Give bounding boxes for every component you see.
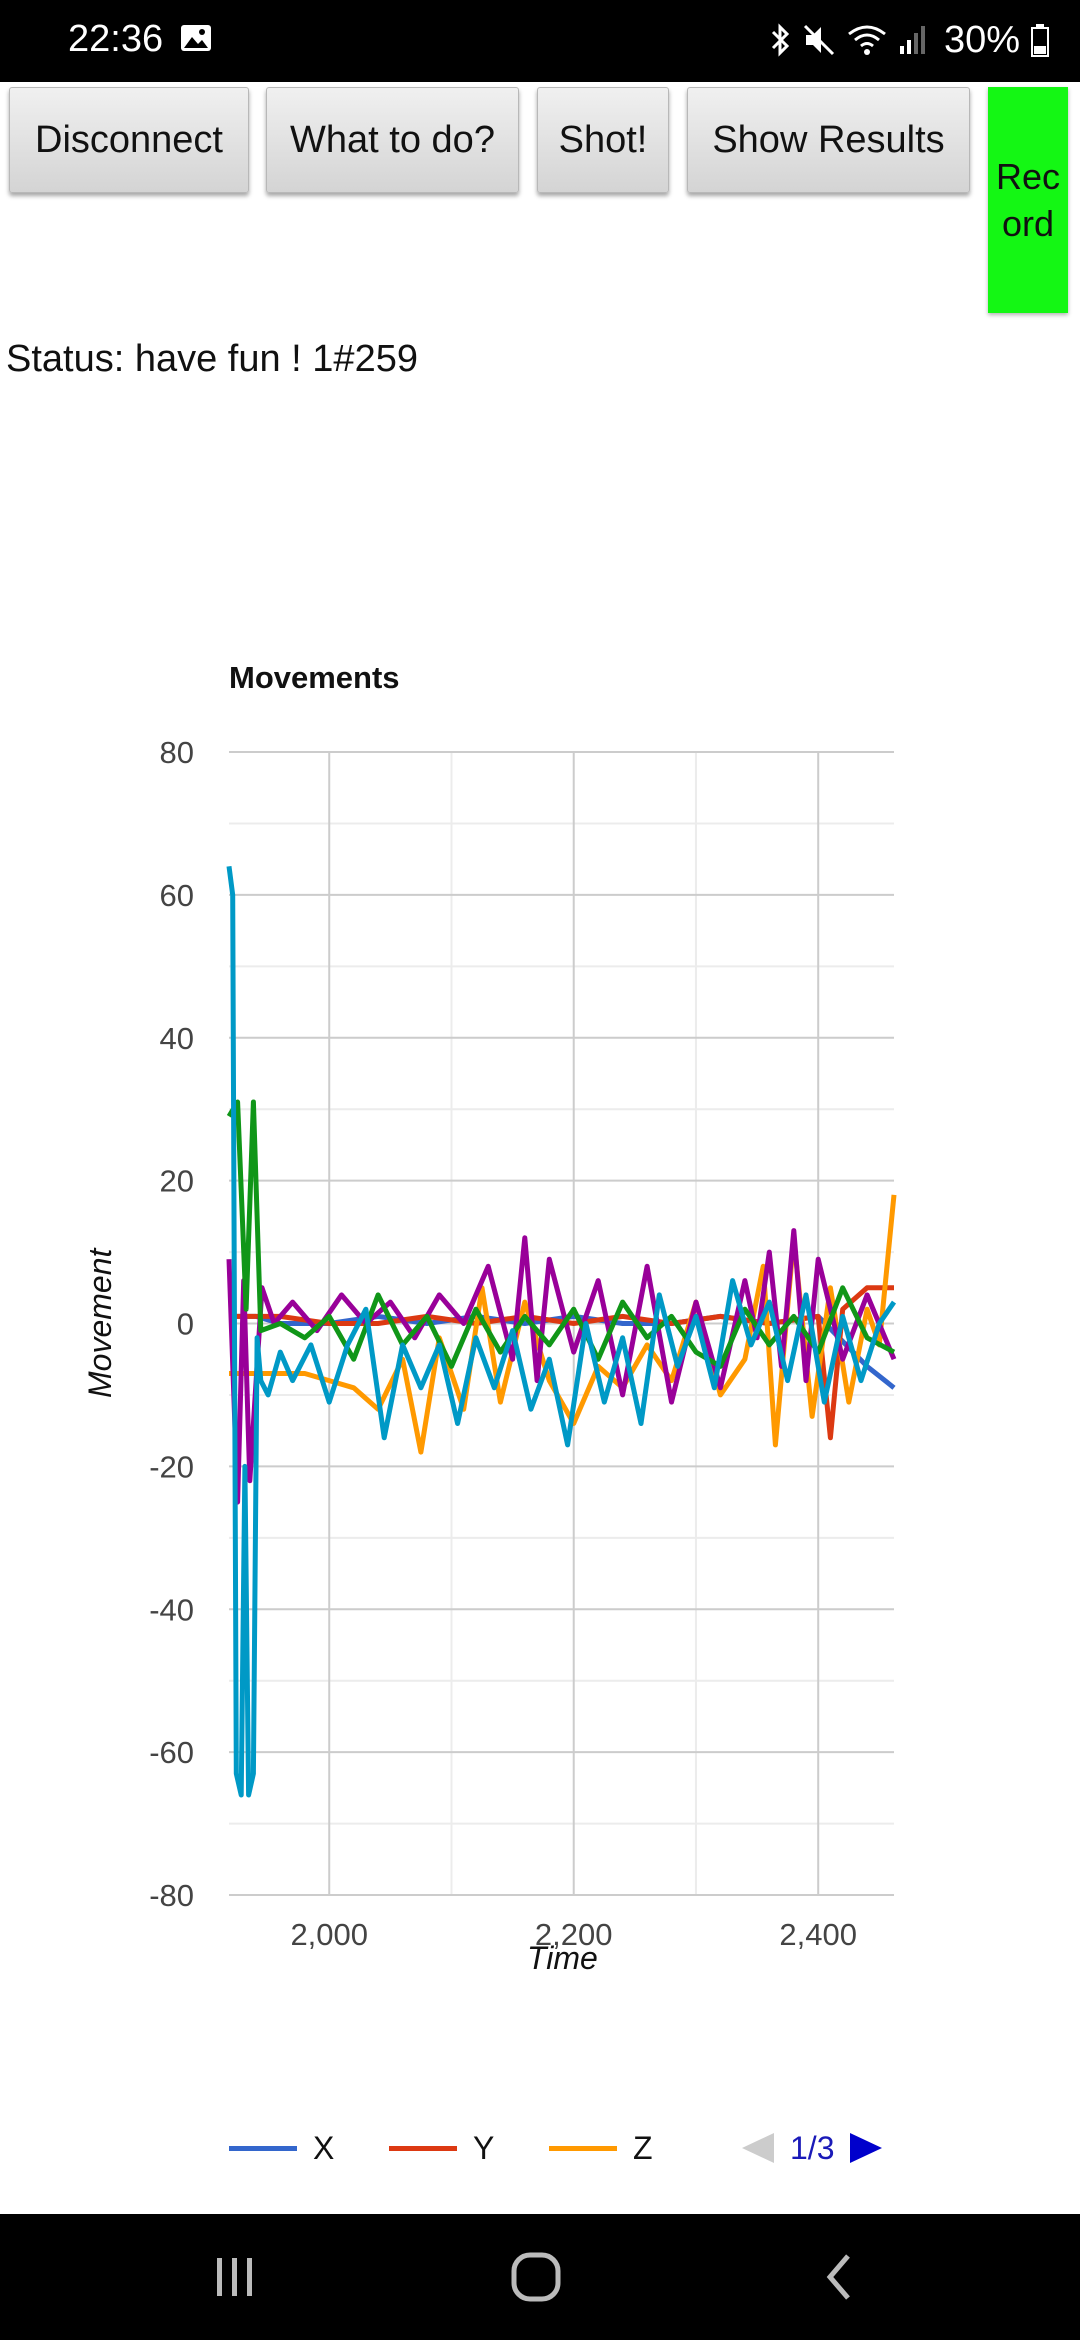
legend-label-y: Y: [473, 2129, 495, 2166]
y-tick-label: 60: [160, 878, 194, 913]
x-axis-label: Time: [527, 1940, 598, 1976]
y-tick-label: -20: [149, 1449, 194, 1484]
legend-label-z: Z: [633, 2129, 653, 2166]
gallery-icon: [181, 25, 211, 51]
legend-item-y: Y: [389, 2123, 494, 2173]
legend-swatch-y: [389, 2145, 457, 2151]
legend-label-x: X: [313, 2129, 335, 2166]
legend-pager: 1/3: [740, 2123, 884, 2173]
pager-text: 1/3: [790, 2129, 835, 2166]
show-results-button[interactable]: Show Results: [687, 87, 970, 193]
record-button[interactable]: Record: [988, 87, 1068, 313]
x-tick-label: 2,200: [535, 1917, 613, 1952]
x-tick-label: 2,400: [779, 1917, 857, 1952]
y-tick-label: 0: [177, 1307, 194, 1342]
disconnect-button[interactable]: Disconnect: [9, 87, 249, 193]
navigation-bar: [0, 2214, 1080, 2340]
mute-icon: [803, 24, 834, 56]
shot-button[interactable]: Shot!: [537, 87, 669, 193]
series-line-extra-4: [226, 1099, 896, 1369]
clock: 22:36: [68, 18, 164, 60]
back-icon[interactable]: [810, 2252, 870, 2302]
battery-percent: 30%: [943, 18, 1020, 61]
previous-page-icon[interactable]: [740, 2131, 776, 2165]
what-to-do-button[interactable]: What to do?: [266, 87, 519, 193]
y-tick-label: -40: [149, 1592, 194, 1627]
y-tick-label: 80: [160, 735, 194, 770]
y-axis-label: Movement: [82, 1248, 118, 1398]
chart-title: Movements: [229, 660, 400, 695]
legend-item-z: Z: [549, 2123, 653, 2173]
y-tick-label: -60: [149, 1735, 194, 1770]
wifi-icon: [848, 25, 886, 55]
bluetooth-icon: [771, 23, 790, 57]
movements-chart: Movements 80 60 40 20 0 -20 -40 -60 -80 2,000 2,20…: [0, 640, 1080, 2200]
y-tick-label: -80: [149, 1878, 194, 1913]
signal-icon: [899, 26, 925, 54]
series-line-extra-5: [226, 865, 897, 1798]
y-tick-label: 40: [160, 1021, 194, 1056]
legend-swatch-z: [549, 2145, 617, 2151]
recent-apps-icon[interactable]: [205, 2252, 265, 2302]
home-icon[interactable]: [506, 2252, 566, 2302]
legend-swatch-x: [229, 2145, 297, 2151]
legend-item-x: X: [229, 2123, 334, 2173]
chart-plot: 80 60 40 20 0 -20 -40 -60 -80 2,000 2,200 2,400: [149, 735, 897, 1952]
next-page-icon[interactable]: [848, 2131, 884, 2165]
status-bar: 22:36 30%: [0, 0, 1080, 82]
series-line-z: [229, 1194, 897, 1455]
status-text: Status: have fun ! 1#259: [6, 338, 418, 380]
y-tick-label: 20: [160, 1164, 194, 1199]
series-line-extra-3: [226, 1228, 897, 1505]
battery-icon: [1031, 24, 1049, 57]
x-tick-label: 2,000: [290, 1917, 368, 1952]
